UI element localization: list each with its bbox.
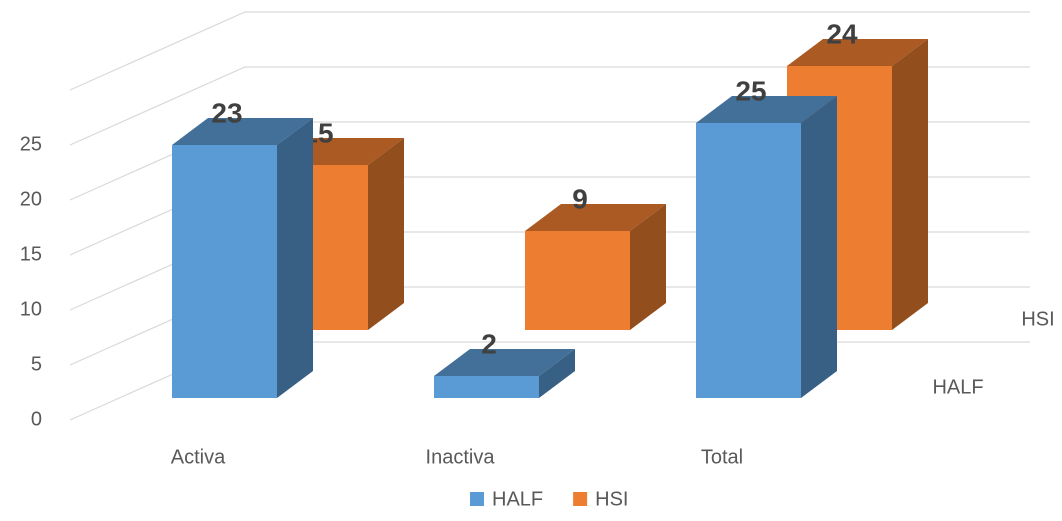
y-tick-label: 10: [20, 298, 42, 320]
value-label: 25: [735, 75, 766, 106]
bar-top: [696, 96, 837, 123]
y-tick-label: 25: [20, 133, 42, 155]
bar: [434, 376, 539, 398]
bar-side: [801, 96, 837, 398]
legend-swatch: [470, 492, 484, 506]
bar-side: [368, 138, 404, 330]
y-tick-label: 20: [20, 188, 42, 210]
bar-3d: [525, 204, 666, 330]
depth-axis-label: HSI: [1021, 308, 1054, 330]
bar-top: [434, 349, 575, 376]
bar-3d: [172, 118, 313, 398]
depth-axis-label: HALF: [932, 376, 983, 398]
bar-side: [277, 118, 313, 398]
bar: [172, 145, 277, 398]
bar: [696, 123, 801, 398]
legend-label: HALF: [492, 488, 543, 510]
y-tick-label: 5: [31, 353, 42, 375]
bar-top: [787, 39, 928, 66]
legend-swatch: [573, 492, 588, 506]
x-tick-label: Total: [701, 446, 743, 468]
value-label: 9: [572, 183, 588, 214]
value-label: 24: [826, 18, 858, 49]
y-tick-label: 0: [31, 408, 42, 430]
legend-label: HSI: [595, 488, 628, 510]
bar-side: [630, 204, 666, 330]
value-label: 23: [211, 97, 242, 128]
bar-3d: [696, 96, 837, 398]
bar-side: [892, 39, 928, 330]
bar-top: [172, 118, 313, 145]
value-label: 2: [481, 328, 497, 359]
bar-side: [539, 349, 575, 398]
bar: [525, 231, 630, 330]
x-tick-label: Activa: [171, 446, 226, 468]
grid-frame: [69, 11, 1030, 91]
bar-3d: [434, 349, 575, 398]
x-tick-label: Inactiva: [426, 446, 496, 468]
bar-top: [525, 204, 666, 231]
grid-line: [69, 66, 1030, 146]
y-tick-label: 15: [20, 243, 42, 265]
